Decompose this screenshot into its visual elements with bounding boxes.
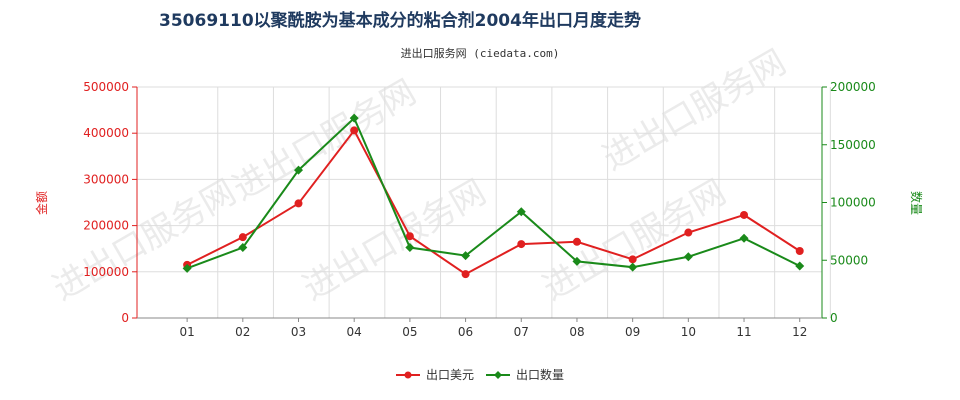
data-point-series-1 (517, 240, 526, 249)
data-point-series-1 (294, 199, 303, 208)
data-point-series-1 (350, 126, 359, 135)
chart-subtitle: 进出口服务网 (ciedata.com) (401, 46, 560, 60)
data-point-series-2 (405, 243, 415, 253)
y-axis-left-tick-label: 200000 (83, 219, 129, 233)
legend: 出口美元 出口数量 (396, 367, 564, 382)
x-axis-tick-label: 08 (569, 325, 584, 339)
x-axis-tick-label: 07 (514, 325, 529, 339)
x-axis-tick-label: 03 (291, 325, 306, 339)
x-axis-tick-label: 12 (792, 325, 807, 339)
data-point-series-2 (182, 263, 192, 273)
series-line-2 (186, 116, 801, 270)
data-point-series-1 (461, 270, 470, 279)
watermark-text: 进出口服务网 (596, 42, 793, 179)
data-point-series-1 (405, 232, 414, 241)
x-axis-tick-label: 09 (625, 325, 640, 339)
data-point-series-2 (294, 165, 304, 175)
data-point-series-1 (572, 237, 581, 246)
x-axis-tick-label: 02 (235, 325, 250, 339)
watermark-text: 进出口服务网 (46, 172, 243, 309)
series-line-1 (186, 128, 801, 276)
legend-swatch-marker (494, 371, 502, 379)
data-point-series-2 (349, 113, 359, 123)
legend-swatch-marker (404, 371, 412, 379)
x-axis-tick-label: 05 (402, 325, 417, 339)
y-axis-left-label: 金额 (34, 191, 49, 215)
ticks: 0100000200000300000400000500000050000100… (83, 80, 876, 339)
y-axis-right-tick-label: 200000 (830, 80, 876, 94)
y-axis-right-tick-label: 150000 (830, 138, 876, 152)
legend-label: 出口美元 (426, 368, 474, 382)
x-axis-tick-label: 10 (681, 325, 696, 339)
y-axis-left-tick-label: 100000 (83, 265, 129, 279)
data-point-series-2 (461, 251, 471, 261)
y-axis-left-tick-label: 500000 (83, 80, 129, 94)
data-point-series-1 (795, 247, 804, 256)
watermark-text: 进出口服务网 (226, 72, 423, 209)
series-layer (182, 113, 805, 279)
y-axis-left-tick-label: 300000 (83, 172, 129, 186)
data-point-series-2 (572, 256, 582, 266)
y-axis-left-tick-label: 0 (121, 311, 129, 325)
watermark-text: 进出口服务网 (536, 172, 733, 309)
y-axis-right-tick-label: 100000 (830, 196, 876, 210)
legend-label: 出口数量 (516, 367, 564, 382)
data-point-series-2 (628, 262, 638, 272)
y-axis-right-tick-label: 50000 (830, 253, 868, 267)
data-point-series-2 (795, 261, 805, 271)
data-point-series-2 (683, 252, 693, 262)
y-axis-right-label: 数量 (909, 191, 924, 215)
data-point-series-1 (238, 233, 247, 242)
data-point-series-1 (628, 255, 637, 264)
y-axis-right-tick-label: 0 (830, 311, 838, 325)
data-point-series-2 (516, 207, 526, 217)
y-axis-left-tick-label: 400000 (83, 126, 129, 140)
grid (136, 86, 831, 319)
chart-title: 35069110以聚酰胺为基本成分的粘合剂2004年出口月度走势 (159, 10, 641, 31)
watermark-text: 进出口服务网 (296, 172, 493, 309)
data-point-series-1 (740, 210, 749, 219)
x-axis-tick-label: 06 (458, 325, 473, 339)
data-point-series-1 (684, 228, 693, 237)
data-point-series-2 (238, 243, 248, 253)
x-axis-tick-label: 11 (736, 325, 751, 339)
data-point-series-2 (739, 233, 749, 243)
x-axis-tick-label: 04 (347, 325, 362, 339)
x-axis-tick-label: 01 (179, 325, 194, 339)
